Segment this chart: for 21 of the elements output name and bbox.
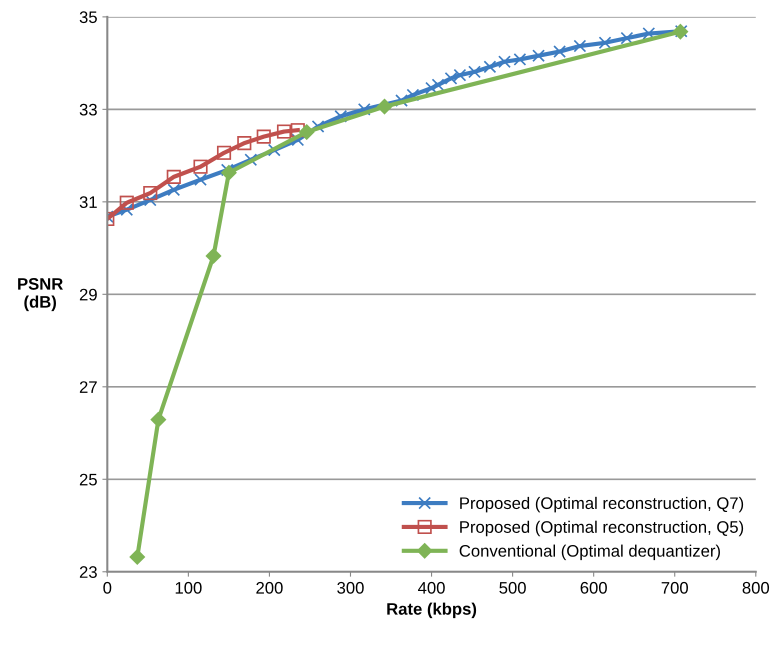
x-tick-label: 800 bbox=[742, 582, 770, 594]
x-tick-label: 200 bbox=[256, 582, 283, 594]
y-tick-label: 27 bbox=[80, 381, 97, 393]
y-tick-label: 31 bbox=[80, 196, 97, 208]
x-axis-title: Rate (kbps) bbox=[387, 602, 476, 618]
x-tick-label: 300 bbox=[337, 582, 364, 594]
x-tick-label: 500 bbox=[499, 582, 526, 594]
legend-label: Proposed (Optimal reconstruction, Q7) bbox=[460, 496, 744, 512]
legend-label: Proposed (Optimal reconstruction, Q5) bbox=[460, 520, 744, 536]
y-tick-label: 35 bbox=[80, 11, 97, 24]
y-tick-label: 33 bbox=[80, 104, 97, 116]
y-tick-label: 29 bbox=[80, 288, 97, 301]
legend-label: Conventional (Optimal dequantizer) bbox=[460, 544, 720, 560]
x-tick-label: 100 bbox=[176, 582, 202, 594]
y-tick-label: 23 bbox=[80, 566, 97, 578]
y-axis-title: PSNR (dB) bbox=[18, 278, 63, 312]
x-tick-label: 400 bbox=[418, 582, 445, 594]
x-tick-label: 700 bbox=[662, 582, 688, 594]
x-tick-label: 0 bbox=[103, 582, 112, 594]
x-tick-label: 600 bbox=[580, 582, 607, 594]
y-tick-label: 25 bbox=[80, 474, 97, 486]
